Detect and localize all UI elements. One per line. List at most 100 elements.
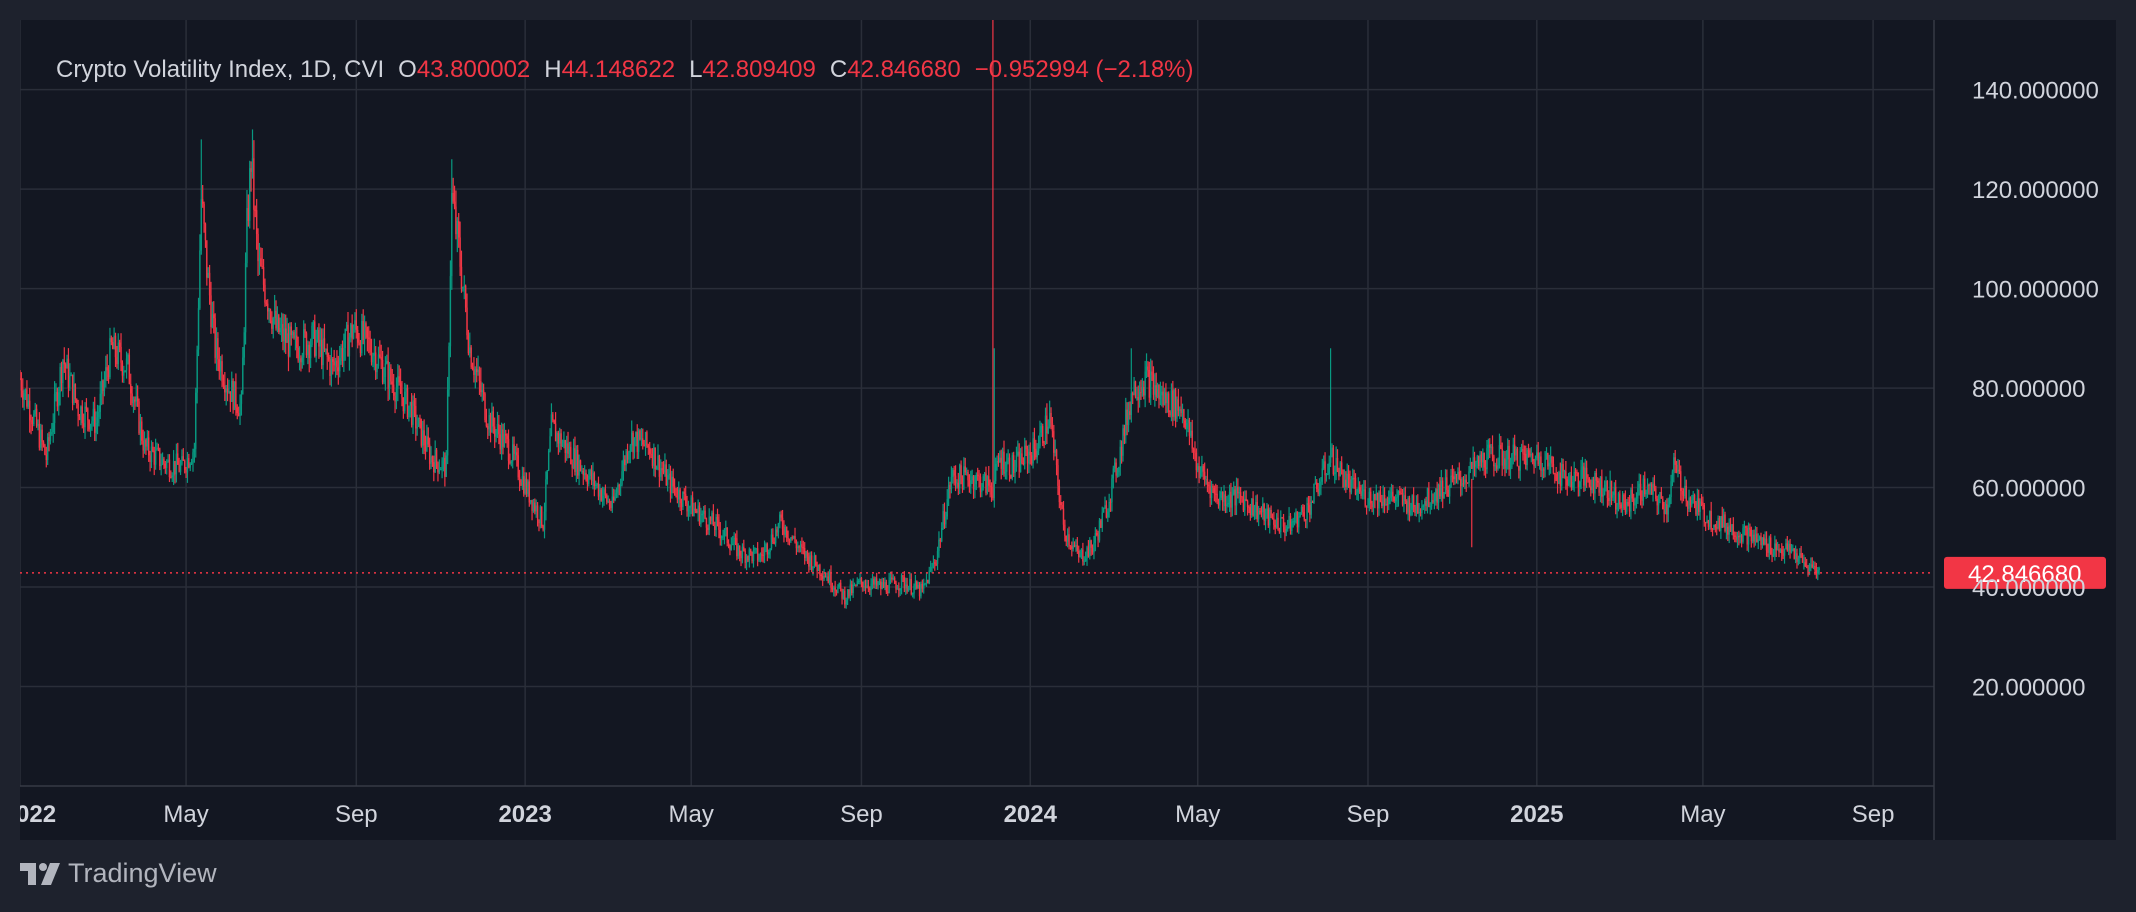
candle xyxy=(1696,488,1699,521)
candle-body xyxy=(27,400,30,407)
candle xyxy=(1421,500,1423,520)
candle-body xyxy=(347,324,349,357)
candle-body xyxy=(971,476,973,481)
candle xyxy=(1544,451,1546,478)
candle xyxy=(1191,419,1193,453)
candle xyxy=(114,332,117,367)
candle xyxy=(416,414,418,436)
candle xyxy=(1284,522,1286,542)
candle xyxy=(884,577,886,591)
candle xyxy=(827,571,829,584)
chart-panel[interactable]: 42.846680 20.000000 40.000000 60.000000 80.… xyxy=(20,20,2116,840)
candle-body xyxy=(1797,558,1800,562)
candle xyxy=(552,412,554,423)
candle-body xyxy=(1483,452,1485,468)
candle xyxy=(505,429,507,444)
candle-body xyxy=(1709,511,1711,527)
candle-body xyxy=(58,392,60,407)
candle xyxy=(1530,447,1532,463)
candle xyxy=(1763,534,1765,546)
candle xyxy=(1574,467,1577,482)
candle xyxy=(1803,554,1805,570)
candle xyxy=(1367,498,1369,509)
candle xyxy=(920,581,922,599)
candle-body xyxy=(1191,430,1193,449)
candle-body xyxy=(1430,500,1433,507)
candle xyxy=(1216,485,1218,505)
candle xyxy=(816,561,818,579)
price-chart[interactable]: 42.846680 20.00000040.00000060.00000080.… xyxy=(20,20,2116,840)
candle-body xyxy=(976,474,979,476)
candle-body xyxy=(24,389,27,394)
candle-body xyxy=(1071,546,1073,549)
candle xyxy=(1363,480,1365,500)
tradingview-brand[interactable]: TradingView xyxy=(20,858,217,889)
candle xyxy=(1477,455,1480,470)
candle xyxy=(1789,538,1791,559)
candle xyxy=(633,437,636,459)
candle xyxy=(1188,417,1191,446)
candle xyxy=(1520,443,1523,453)
candle-body xyxy=(1583,466,1585,486)
candle xyxy=(1779,548,1782,554)
candle-body xyxy=(355,320,357,330)
candle xyxy=(112,337,114,350)
candle-body xyxy=(1502,458,1505,466)
candle xyxy=(152,442,154,453)
candle xyxy=(631,420,633,452)
candle xyxy=(1342,469,1344,488)
candle-body xyxy=(1286,526,1289,530)
candle xyxy=(1329,348,1332,468)
candle-body xyxy=(278,314,280,333)
candle-body xyxy=(1334,472,1336,475)
candle-body xyxy=(754,548,756,551)
candle xyxy=(1205,475,1207,485)
candle xyxy=(941,522,943,543)
candle-body xyxy=(1332,447,1335,475)
candle xyxy=(167,454,169,463)
candle-body xyxy=(398,376,400,383)
candle-body xyxy=(777,523,780,533)
candle xyxy=(100,371,103,406)
candle xyxy=(496,411,499,438)
candle-body xyxy=(696,510,698,513)
candle xyxy=(224,372,226,401)
candle-body xyxy=(1736,535,1739,540)
candle xyxy=(898,582,900,598)
candle-body xyxy=(860,578,863,582)
candle xyxy=(1536,444,1538,461)
candle-body xyxy=(495,430,497,437)
candle-body xyxy=(142,440,144,451)
candle xyxy=(596,482,598,489)
candle xyxy=(1655,485,1657,502)
candle xyxy=(1385,498,1387,506)
candle-body xyxy=(1609,480,1611,502)
candle-body xyxy=(788,538,791,542)
candle-body xyxy=(1064,524,1066,536)
candle xyxy=(300,355,302,372)
candle xyxy=(607,495,609,503)
high-label: H xyxy=(544,56,562,83)
candle-body xyxy=(1646,485,1649,493)
candle-body xyxy=(895,583,897,590)
candle-body xyxy=(662,470,665,473)
candle xyxy=(982,474,984,491)
candle xyxy=(1007,449,1009,465)
candle xyxy=(1594,470,1596,504)
candle xyxy=(1711,528,1714,537)
candle xyxy=(1331,443,1333,458)
candle xyxy=(881,577,883,590)
candle xyxy=(711,510,713,525)
candle-body xyxy=(185,469,187,473)
candle-body xyxy=(1107,511,1109,518)
candle-body xyxy=(99,393,101,412)
candle-body xyxy=(383,377,385,383)
candle-body xyxy=(929,567,932,571)
candle xyxy=(989,479,991,498)
candle xyxy=(1735,531,1737,543)
candle-body xyxy=(484,393,486,421)
candle xyxy=(1591,477,1593,494)
candle-body xyxy=(505,434,507,436)
candle xyxy=(1538,452,1541,470)
candle-body xyxy=(192,452,194,463)
